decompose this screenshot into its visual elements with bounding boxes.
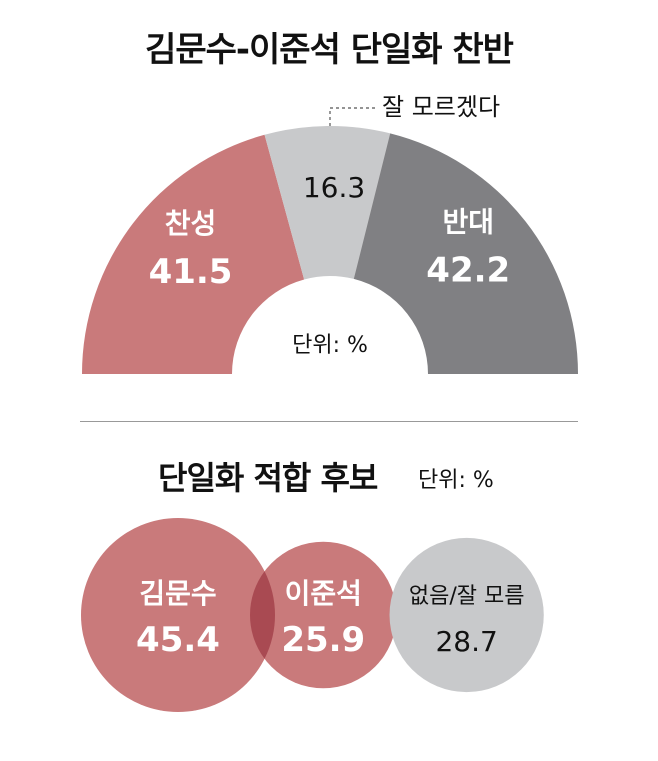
donut-slice-disagree xyxy=(353,133,578,374)
bubble-value-label-lee: 25.9 xyxy=(281,620,365,660)
donut-value-label-unsure: 16.3 xyxy=(303,171,365,204)
bubble-category-label-lee: 이준석 xyxy=(285,577,362,610)
bubble-chart-title: 단일화 적합 후보 xyxy=(158,459,378,497)
donut-value-label-agree: 41.5 xyxy=(149,252,233,292)
donut-slice-unsure xyxy=(264,126,391,280)
donut-unit-label: 단위: % xyxy=(292,333,368,358)
bubble-value-label-none: 28.7 xyxy=(435,625,497,658)
section-divider xyxy=(80,421,578,422)
bubble-category-label-none: 없음/잘 모름 xyxy=(409,584,525,609)
donut-category-label-disagree: 반대 xyxy=(442,205,494,238)
donut-category-label-agree: 찬성 xyxy=(165,207,217,240)
bubble-chart-unit-label: 단위: % xyxy=(418,468,494,493)
donut-value-label-disagree: 42.2 xyxy=(426,250,510,290)
donut-chart-title: 김문수-이준석 단일화 찬반 xyxy=(145,30,514,70)
bubble-none xyxy=(389,537,544,693)
donut-leader-line xyxy=(329,107,376,126)
bubble-lee xyxy=(250,541,397,689)
bubble-value-label-kim: 45.4 xyxy=(136,620,220,660)
donut-slice-agree xyxy=(82,134,305,374)
bubble-chart: 김문수 45.4 이준석 25.9 없음/잘 모름 28.7 xyxy=(81,518,544,712)
bubble-category-label-kim: 김문수 xyxy=(139,577,216,610)
bubble-kim xyxy=(81,518,275,712)
donut-category-label-unsure: 잘 모르겠다 xyxy=(382,93,500,121)
bubble-overlap xyxy=(250,571,276,659)
